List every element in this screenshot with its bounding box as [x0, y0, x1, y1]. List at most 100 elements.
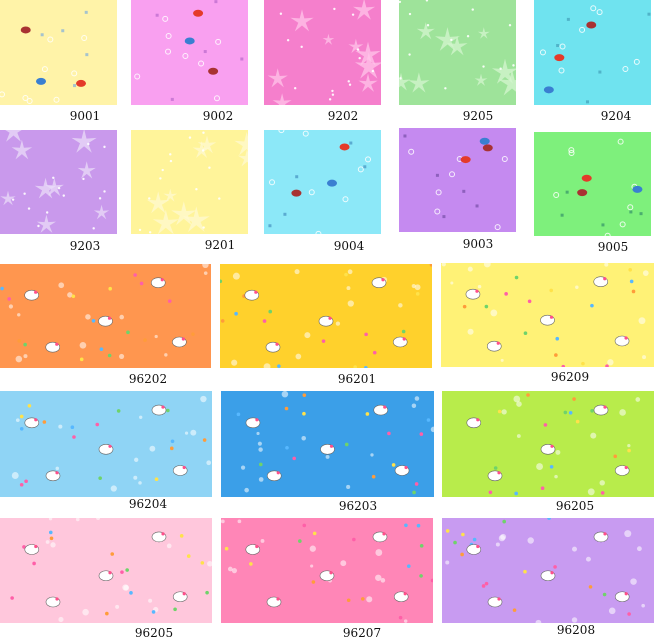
sea-creature-icon	[208, 67, 219, 75]
swatch-tile[interactable]	[399, 0, 516, 105]
confetti-dot	[191, 332, 195, 336]
bubble-icon	[553, 191, 560, 198]
swatch-tile[interactable]	[0, 0, 117, 105]
sea-creature-icon	[554, 54, 565, 62]
sparkle-dot	[467, 266, 473, 272]
confetti-dot	[19, 414, 24, 419]
sparkle-dot	[516, 434, 521, 438]
confetti-dot	[311, 580, 316, 584]
sparkle-dot	[375, 549, 383, 556]
sparkle-dot	[258, 447, 263, 452]
swatch-tile[interactable]	[131, 130, 248, 234]
kitty-icon	[393, 591, 409, 603]
starfish-icon	[272, 93, 292, 105]
bubble-icon	[604, 232, 611, 236]
sparkle-dot	[206, 460, 212, 466]
bubble-icon	[41, 66, 48, 73]
swatch-tile[interactable]	[442, 391, 654, 497]
swatch-tile[interactable]	[534, 0, 651, 105]
swatch-tile[interactable]	[399, 128, 516, 232]
swatch-tile[interactable]	[0, 518, 212, 623]
swatch-tile[interactable]	[534, 132, 651, 236]
sparkle-dot	[87, 142, 90, 146]
confetti-dot	[627, 612, 631, 616]
shell-icon	[170, 97, 174, 101]
confetti-dot	[48, 530, 53, 535]
sparkle-dot	[154, 334, 158, 339]
swatch-tile[interactable]	[441, 263, 654, 367]
sea-creature-icon	[460, 156, 471, 164]
sparkle-dot	[208, 166, 211, 169]
kitty-icon	[24, 289, 39, 301]
swatch-tile[interactable]	[0, 264, 211, 368]
confetti-dot	[372, 350, 377, 355]
kitty-icon	[487, 596, 503, 608]
kitty-icon	[265, 341, 281, 353]
sparkle-dot	[477, 284, 482, 289]
confetti-dot	[346, 598, 351, 603]
confetti-dot	[415, 292, 420, 296]
kitty-icon	[266, 470, 282, 482]
sparkle-dot	[347, 300, 354, 307]
sparkle-dot	[500, 358, 504, 362]
confetti-dot	[419, 574, 423, 578]
sparkle-dot	[490, 309, 498, 317]
confetti-dot	[364, 365, 368, 368]
confetti-dot	[481, 584, 486, 588]
shell-icon	[155, 13, 159, 17]
bubble-icon	[408, 148, 415, 155]
kitty-icon	[266, 596, 282, 608]
sparkle-dot	[79, 341, 87, 349]
sparkle-dot	[300, 45, 303, 49]
swatch-tile[interactable]	[221, 391, 434, 497]
sparkle-dot	[244, 487, 249, 493]
bubble-icon	[165, 32, 172, 39]
swatch-tile[interactable]	[442, 518, 654, 623]
swatch-code: 96202	[128, 372, 168, 386]
sparkle-dot	[17, 313, 21, 317]
sparkle-dot	[501, 409, 507, 415]
sparkle-dot	[590, 432, 597, 439]
swatch-tile[interactable]	[264, 0, 381, 105]
kitty-icon	[371, 277, 387, 289]
kitty-icon	[172, 591, 188, 603]
swatch-tile[interactable]	[220, 264, 432, 368]
swatch-tile[interactable]	[221, 518, 433, 623]
confetti-dot	[202, 438, 207, 442]
swatch-code: 9203	[69, 239, 101, 253]
confetti-dot	[364, 332, 368, 337]
confetti-dot	[344, 442, 349, 447]
sparkle-dot	[536, 463, 544, 470]
swatch-tile[interactable]	[264, 130, 381, 234]
swatch-tile[interactable]	[0, 391, 212, 497]
confetti-dot	[412, 490, 416, 495]
confetti-dot	[107, 353, 112, 358]
sparkle-dot	[495, 542, 500, 547]
shell-icon	[403, 134, 407, 138]
confetti-dot	[353, 365, 358, 368]
sparkle-dot	[555, 449, 561, 455]
sparkle-dot	[48, 518, 53, 521]
swatch-tile[interactable]	[0, 130, 117, 234]
sparkle-dot	[92, 227, 95, 230]
shell-icon	[556, 44, 560, 48]
starfish-icon	[44, 177, 64, 196]
swatch-tile[interactable]	[131, 0, 248, 105]
confetti-dot	[588, 585, 593, 589]
bubble-icon	[627, 204, 634, 211]
sparkle-dot	[119, 353, 125, 359]
sparkle-dot	[301, 435, 306, 441]
confetti-dot	[600, 491, 605, 495]
kitty-icon	[466, 544, 482, 555]
confetti-dot	[426, 418, 431, 422]
kitty-icon	[24, 544, 40, 555]
swatch-background	[0, 0, 117, 105]
kitty-icon	[151, 404, 167, 416]
confetti-dot	[590, 303, 594, 308]
confetti-dot	[126, 330, 130, 335]
starfish-icon	[93, 204, 110, 220]
swatch-code: 96203	[338, 499, 378, 513]
sparkle-dot	[535, 619, 542, 623]
swatch-pattern	[442, 518, 654, 623]
bubble-icon	[0, 91, 5, 98]
